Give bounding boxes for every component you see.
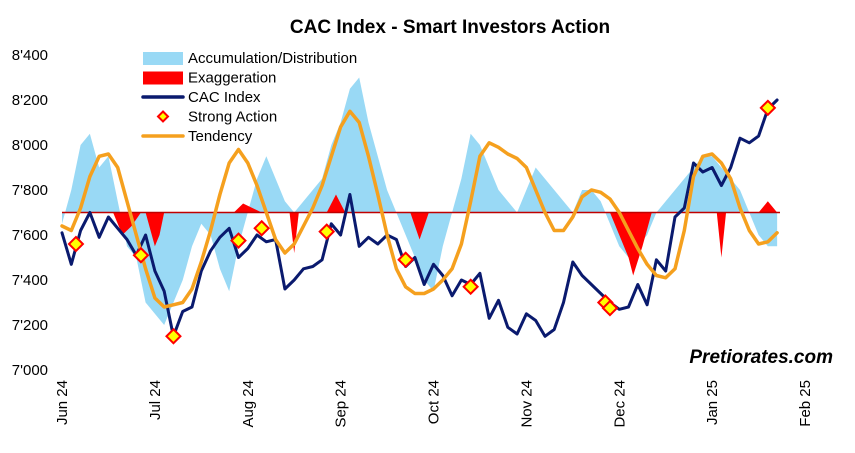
strong-action-marker — [318, 223, 336, 241]
exaggeration-area-1 — [113, 212, 141, 235]
legend: Accumulation/Distribution Exaggeration CAC… — [141, 50, 357, 145]
cac-index-line — [60, 98, 779, 338]
chart-title: CAC Index - Smart Investors Action — [290, 17, 610, 38]
tendency-line — [60, 109, 779, 309]
exaggeration-area-4 — [289, 212, 299, 253]
legend-label: CAC Index — [188, 89, 261, 106]
legend-swatch — [143, 71, 183, 85]
x-tick-label: Dec 24 — [611, 380, 628, 428]
y-tick-label: 7'400 — [12, 272, 48, 289]
exaggeration-area-3 — [233, 203, 262, 213]
legend-swatch — [156, 110, 170, 123]
exaggeration-area-6 — [410, 212, 429, 240]
legend-label: Accumulation/Distribution — [188, 50, 357, 67]
strong-action-marker — [67, 235, 85, 253]
watermark-text: Pretiorates.com — [689, 347, 833, 368]
strong-action-marker — [397, 251, 415, 269]
y-tick-label: 7'000 — [12, 362, 48, 379]
strong-action-marker — [759, 99, 777, 117]
legend-label: Exaggeration — [188, 70, 276, 87]
strong-action-marker — [165, 327, 182, 345]
exaggeration-area-5 — [326, 194, 346, 213]
legend-label: Strong Action — [188, 109, 277, 126]
exaggeration-area-9 — [758, 201, 778, 213]
x-tick-label: Nov 24 — [518, 380, 535, 428]
x-axis: Jun 24 Jul 24 Aug 24 Sep 24 Oct 24 Nov 24 Dec … — [54, 380, 814, 428]
x-tick-label: Jul 24 — [147, 380, 164, 420]
strong-action-marker — [462, 278, 480, 296]
strong-action-marker — [132, 246, 150, 264]
exaggeration-area-7 — [609, 212, 652, 276]
y-tick-label: 7'800 — [12, 182, 48, 199]
y-tick-label: 8'400 — [12, 47, 48, 64]
plot-area — [60, 77, 780, 345]
y-tick-label: 7'600 — [12, 227, 48, 244]
x-tick-label: Jun 24 — [54, 380, 71, 425]
x-tick-label: Oct 24 — [426, 380, 443, 424]
x-tick-label: Sep 24 — [333, 380, 350, 428]
exaggeration-area-2 — [145, 212, 165, 247]
y-tick-label: 7'200 — [12, 317, 48, 334]
legend-swatch — [143, 52, 183, 65]
legend-label: Tendency — [188, 128, 253, 145]
exaggeration-area-8 — [716, 212, 727, 258]
strong-action-marker — [601, 299, 619, 317]
accumulation-distribution-area — [62, 77, 778, 325]
strong-action-marker — [253, 219, 271, 237]
y-tick-label: 8'000 — [12, 137, 48, 154]
x-tick-label: Feb 25 — [797, 380, 814, 427]
y-tick-label: 8'200 — [12, 92, 48, 109]
y-axis: 7'000 7'200 7'400 7'600 7'800 8'000 8'200 8'400 — [12, 47, 48, 379]
strong-action-marker — [230, 232, 247, 250]
x-tick-label: Aug 24 — [240, 380, 257, 428]
x-tick-label: Jan 25 — [704, 380, 721, 425]
